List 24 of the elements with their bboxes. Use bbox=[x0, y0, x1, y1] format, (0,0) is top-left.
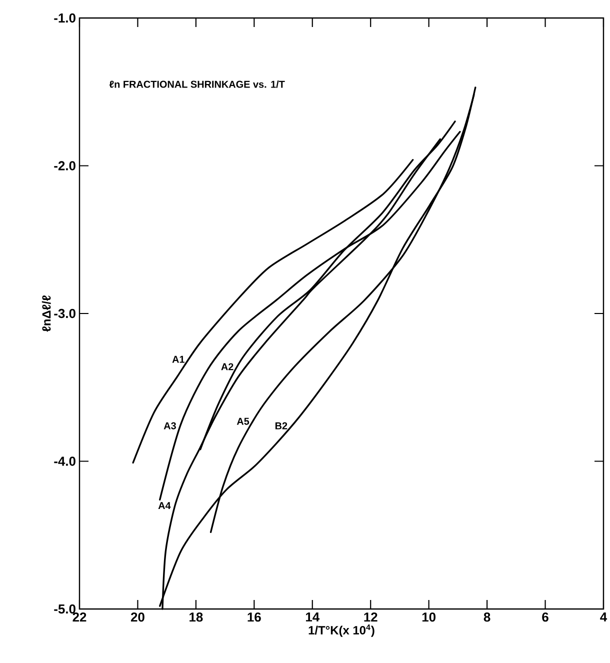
annotation: A5 bbox=[236, 418, 249, 425]
annotation: A2 bbox=[220, 363, 234, 370]
x-tick-label: 10 bbox=[422, 612, 436, 622]
x-tick-label: 4 bbox=[600, 612, 607, 622]
x-axis-title: 1/T°K(x 10$^{4}$) bbox=[308, 624, 374, 637]
text: ℓn FRACTIONAL SHRINKAGE vs. 1/T bbox=[109, 80, 285, 88]
y-tick-label: -1.0 bbox=[54, 13, 76, 23]
x-tick-label: 20 bbox=[130, 612, 144, 622]
annotation: B2 bbox=[275, 422, 287, 430]
y-axis-title: ℓnΔℓ/ℓ bbox=[42, 296, 51, 332]
x-tick-label: 14 bbox=[306, 612, 320, 622]
x-tick-label: 16 bbox=[248, 612, 261, 622]
y-tick-label: -3.0 bbox=[54, 308, 76, 318]
x-tick-label: 12 bbox=[364, 612, 378, 622]
y-tick-label: -5.0 bbox=[54, 604, 76, 614]
x-tick-label: 8 bbox=[484, 612, 490, 622]
y-tick-label: -4.0 bbox=[54, 456, 76, 466]
annotation: A3 bbox=[164, 422, 176, 430]
x-tick-label: 6 bbox=[542, 612, 548, 622]
annotation: A1 bbox=[172, 356, 184, 363]
y-tick-label: -2.0 bbox=[54, 161, 76, 170]
annotation: A4 bbox=[158, 502, 171, 509]
x-tick-label: 22 bbox=[72, 612, 86, 622]
x-tick-label: 18 bbox=[189, 612, 203, 622]
